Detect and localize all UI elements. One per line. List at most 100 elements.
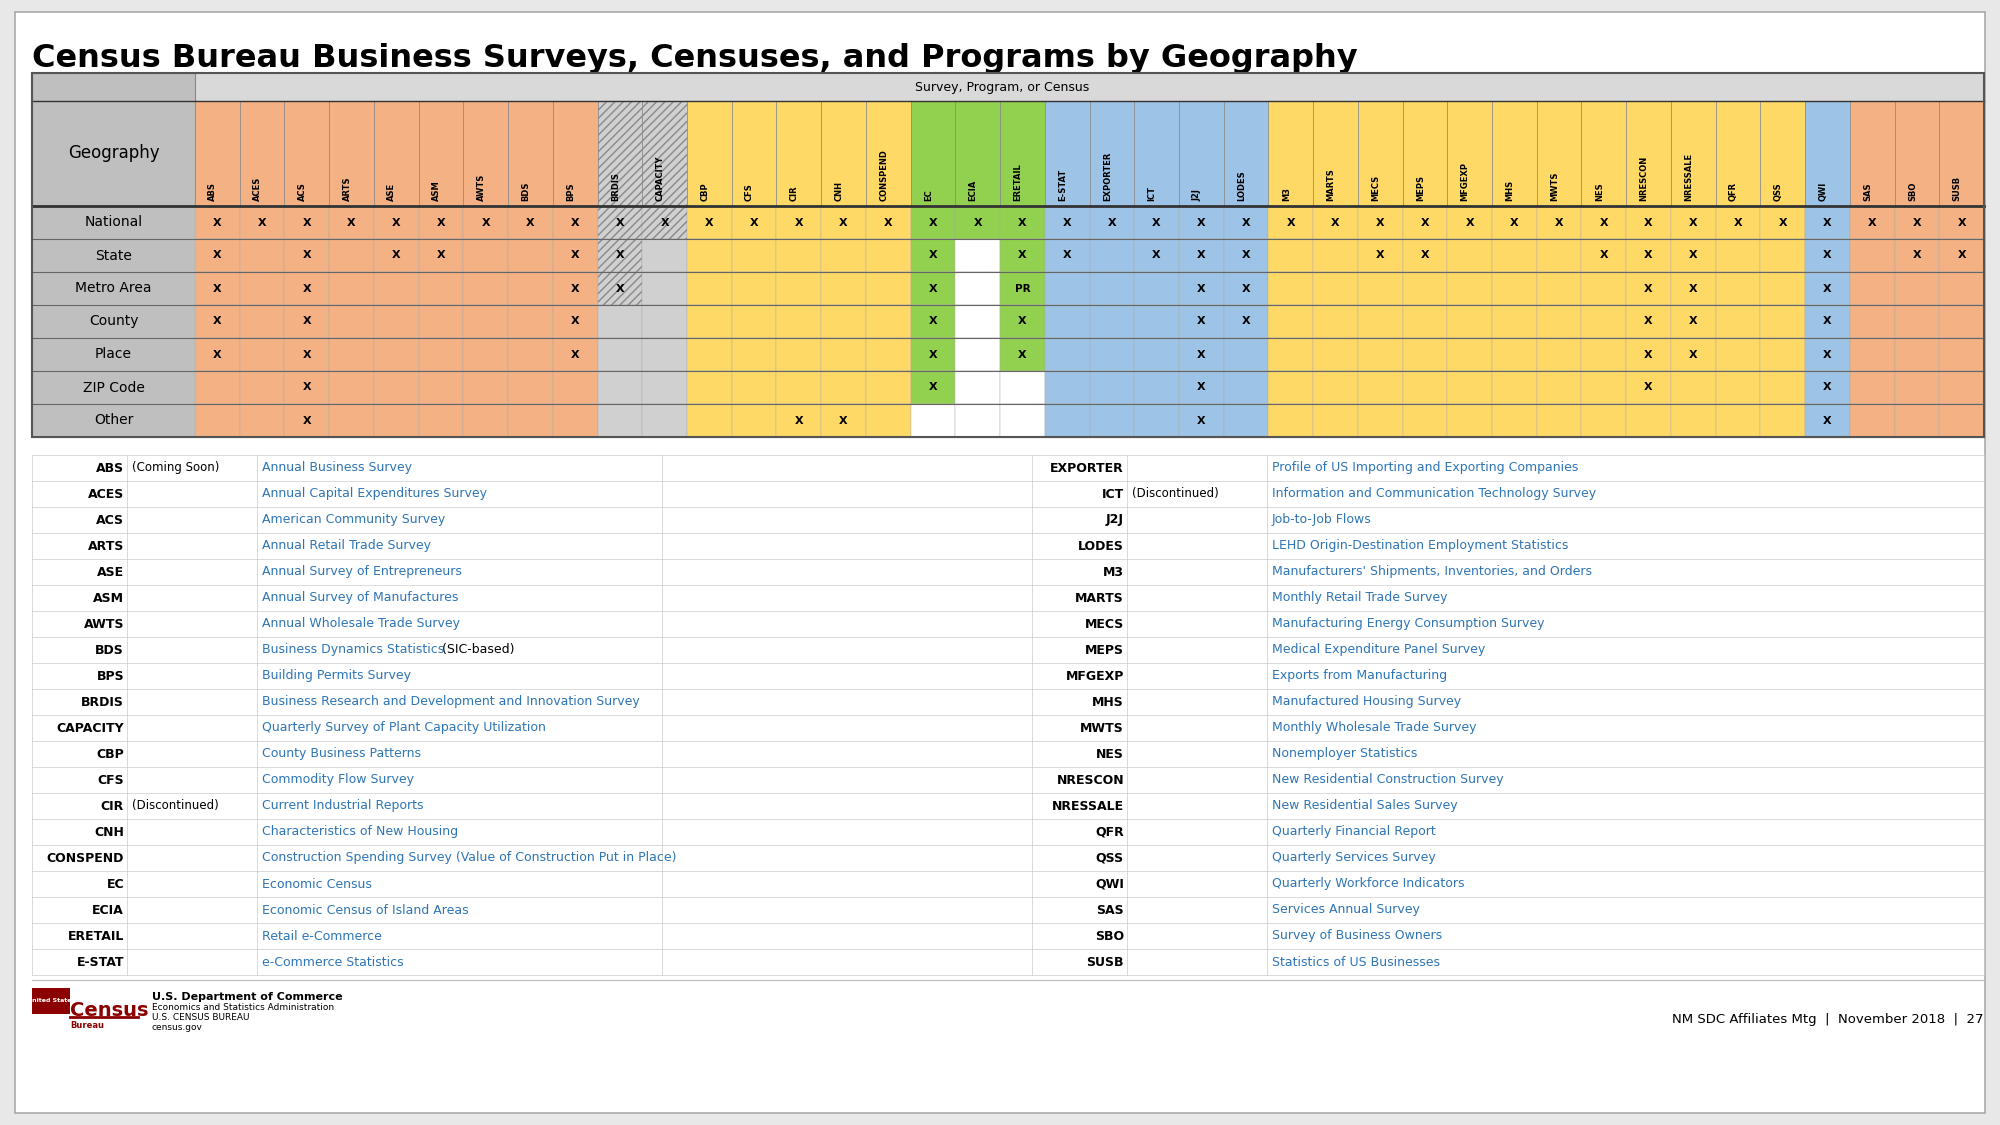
- Text: X: X: [214, 217, 222, 227]
- Bar: [910, 371, 956, 404]
- Bar: [1268, 272, 1314, 305]
- Bar: [1448, 272, 1492, 305]
- Bar: [598, 101, 642, 206]
- Bar: [1940, 206, 1984, 238]
- Bar: [866, 206, 910, 238]
- Bar: [1000, 305, 1044, 337]
- Bar: [956, 338, 1000, 371]
- Bar: [1358, 238, 1402, 272]
- Bar: [866, 404, 910, 436]
- Text: BRDIS: BRDIS: [82, 695, 124, 709]
- Text: census.gov: census.gov: [152, 1024, 202, 1033]
- Text: Metro Area: Metro Area: [76, 281, 152, 296]
- Bar: [330, 238, 374, 272]
- Text: CBP: CBP: [700, 182, 710, 201]
- Bar: [1850, 404, 1894, 436]
- Bar: [1000, 338, 1044, 371]
- Text: ASE: ASE: [388, 183, 396, 201]
- Bar: [1894, 238, 1940, 272]
- Bar: [1224, 305, 1268, 337]
- Bar: [330, 101, 374, 206]
- Text: Quarterly Services Survey: Quarterly Services Survey: [1272, 852, 1436, 864]
- Bar: [598, 238, 642, 272]
- Text: MECS: MECS: [1084, 618, 1124, 630]
- Bar: [1268, 305, 1314, 337]
- Bar: [508, 272, 552, 305]
- Text: United States: United States: [26, 999, 76, 1004]
- Text: (Discontinued): (Discontinued): [132, 800, 218, 812]
- Text: J2J: J2J: [1106, 513, 1124, 526]
- Bar: [1224, 338, 1268, 371]
- Bar: [1448, 338, 1492, 371]
- Bar: [732, 371, 776, 404]
- Bar: [508, 305, 552, 337]
- Bar: [508, 404, 552, 436]
- Bar: [464, 305, 508, 337]
- Bar: [32, 206, 196, 238]
- Text: LODES: LODES: [1238, 170, 1246, 201]
- Text: ECIA: ECIA: [92, 903, 124, 917]
- Text: X: X: [1196, 382, 1206, 393]
- Text: Monthly Wholesale Trade Survey: Monthly Wholesale Trade Survey: [1272, 721, 1476, 735]
- Text: ACS: ACS: [298, 182, 306, 201]
- Bar: [552, 338, 598, 371]
- Bar: [1806, 238, 1850, 272]
- Bar: [1670, 272, 1716, 305]
- Bar: [1806, 101, 1850, 206]
- Bar: [1940, 272, 1984, 305]
- Bar: [464, 206, 508, 238]
- Bar: [686, 101, 732, 206]
- Text: QFR: QFR: [1096, 826, 1124, 838]
- Text: Census Bureau Business Surveys, Censuses, and Programs by Geography: Census Bureau Business Surveys, Censuses…: [32, 43, 1358, 74]
- Text: X: X: [348, 217, 356, 227]
- Text: Services Annual Survey: Services Annual Survey: [1272, 903, 1420, 917]
- Bar: [642, 206, 686, 238]
- Bar: [1402, 238, 1448, 272]
- Bar: [822, 305, 866, 337]
- Bar: [1626, 371, 1670, 404]
- Bar: [1940, 371, 1984, 404]
- Text: X: X: [1958, 251, 1966, 261]
- Bar: [240, 238, 284, 272]
- Bar: [374, 206, 418, 238]
- Text: E-STAT: E-STAT: [1058, 169, 1068, 201]
- Bar: [284, 305, 330, 337]
- Text: X: X: [302, 316, 312, 326]
- Text: EC: EC: [106, 878, 124, 891]
- Text: X: X: [1152, 251, 1160, 261]
- Bar: [1806, 404, 1850, 436]
- Bar: [1536, 206, 1582, 238]
- Bar: [1268, 238, 1314, 272]
- Text: X: X: [570, 217, 580, 227]
- Bar: [1044, 206, 1090, 238]
- Text: X: X: [1734, 217, 1742, 227]
- Bar: [1000, 371, 1044, 404]
- Text: (SIC-based): (SIC-based): [430, 644, 514, 657]
- Bar: [1536, 371, 1582, 404]
- Bar: [866, 101, 910, 206]
- Text: BDS: BDS: [96, 644, 124, 657]
- Text: CFS: CFS: [746, 183, 754, 201]
- Bar: [910, 338, 956, 371]
- Text: ECIA: ECIA: [968, 180, 978, 201]
- Bar: [374, 404, 418, 436]
- Bar: [956, 404, 1000, 436]
- Text: National: National: [84, 216, 142, 229]
- Bar: [32, 404, 196, 436]
- Bar: [240, 338, 284, 371]
- Bar: [1940, 101, 1984, 206]
- Text: Manufacturers' Shipments, Inventories, and Orders: Manufacturers' Shipments, Inventories, a…: [1272, 566, 1592, 578]
- Bar: [1090, 338, 1134, 371]
- Bar: [1090, 305, 1134, 337]
- Text: X: X: [1062, 251, 1072, 261]
- Bar: [642, 404, 686, 436]
- Text: NRESSALE: NRESSALE: [1684, 153, 1694, 201]
- Bar: [1760, 305, 1806, 337]
- Bar: [776, 338, 822, 371]
- Bar: [374, 101, 418, 206]
- Text: QWI: QWI: [1818, 182, 1828, 201]
- Text: X: X: [1824, 382, 1832, 393]
- Bar: [1760, 371, 1806, 404]
- Text: E-STAT: E-STAT: [76, 955, 124, 969]
- Bar: [732, 272, 776, 305]
